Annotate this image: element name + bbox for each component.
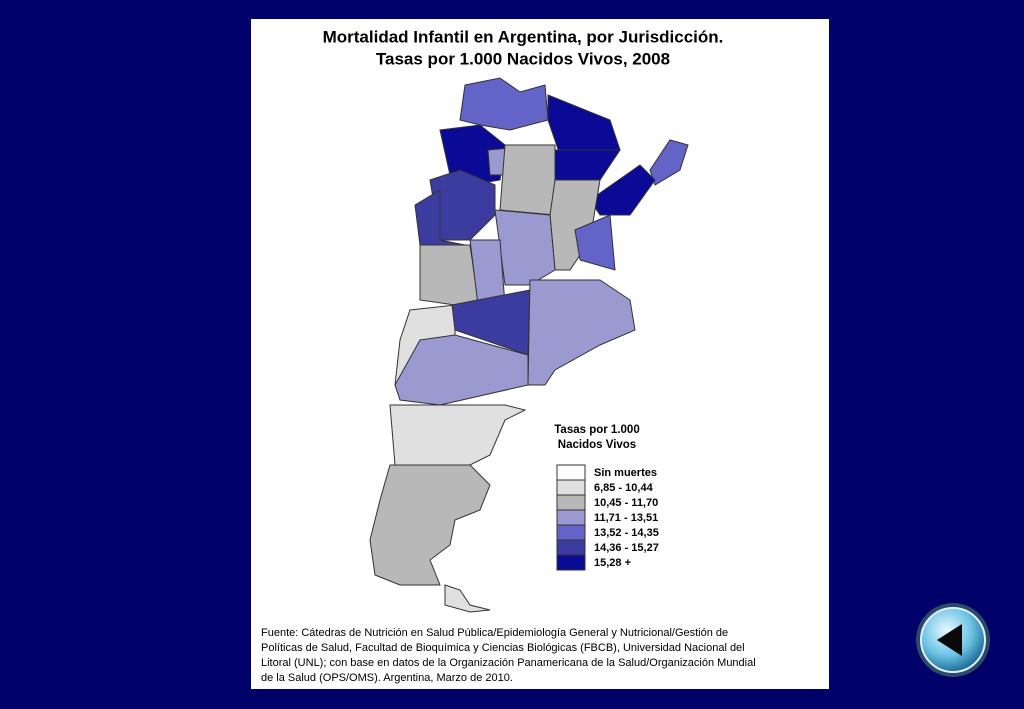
legend-label: 10,45 - 11,70 xyxy=(594,497,658,509)
province xyxy=(649,139,689,186)
province xyxy=(444,584,491,613)
legend-label: 6,85 - 10,44 xyxy=(594,482,654,494)
legend-swatch xyxy=(556,554,586,571)
province xyxy=(419,244,479,306)
legend-swatch xyxy=(556,479,586,496)
source-line: Fuente: Cátedras de Nutrición en Salud P… xyxy=(261,627,728,639)
province xyxy=(414,189,466,246)
legend-swatch xyxy=(556,494,586,511)
province xyxy=(589,164,656,216)
source-note: Fuente: Cátedras de Nutrición en Salud P… xyxy=(261,627,756,684)
legend-swatch xyxy=(556,464,586,481)
back-arrow[interactable] xyxy=(937,624,962,656)
legend-title: Nacidos Vivos xyxy=(558,439,636,451)
map xyxy=(369,77,689,613)
legend-label: 15,28 + xyxy=(594,557,631,569)
legend-label: 14,36 - 15,27 xyxy=(594,542,659,554)
legend-swatch xyxy=(556,539,586,556)
province xyxy=(494,209,556,286)
province xyxy=(527,279,636,386)
legend-label: 11,71 - 13,51 xyxy=(594,512,658,524)
subtitle: Tasas por 1.000 Nacidos Vivos, 2008 xyxy=(376,49,670,68)
legend-swatch xyxy=(556,524,586,541)
source-line: de la Salud (OPS/OMS). Argentina, Marzo … xyxy=(261,672,513,684)
province xyxy=(574,214,616,271)
province xyxy=(499,144,556,216)
province xyxy=(394,334,529,406)
title: Mortalidad Infantil en Argentina, por Ju… xyxy=(323,27,724,46)
source-line: Políticas de Salud, Facultad de Bioquími… xyxy=(261,642,745,654)
legend-swatch xyxy=(556,509,586,526)
legend-label: 13,52 - 14,35 xyxy=(594,527,659,539)
source-line: Litoral (UNL); con base en datos de la O… xyxy=(261,657,756,669)
legend: Sin muertes 6,85 - 10,44 10,45 - 11,70 11,7… xyxy=(556,464,659,571)
legend-title: Tasas por 1.000 xyxy=(554,424,639,436)
legend-label: Sin muertes xyxy=(594,467,657,479)
back-button[interactable] xyxy=(916,603,990,677)
province xyxy=(369,464,491,586)
